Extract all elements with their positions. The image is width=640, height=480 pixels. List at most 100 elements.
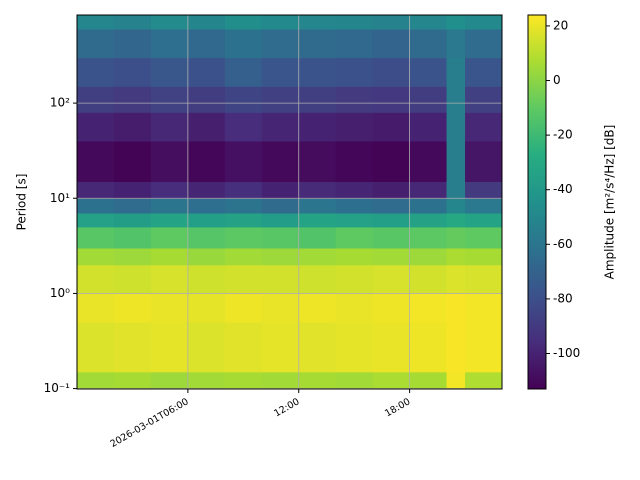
heatmap-cell [298,293,337,323]
heatmap-cell [465,293,503,323]
heatmap-cell [77,264,115,294]
heatmap-cell [335,322,374,373]
heatmap-cell [261,322,300,373]
heatmap-cell [372,264,411,294]
x-tick-label: 18:00 [383,396,412,419]
heatmap-cell [261,226,300,249]
heatmap-cell [77,371,115,390]
heatmap-cell [372,140,411,183]
heatmap-cell [465,198,503,214]
heatmap-cell [77,181,115,199]
heatmap-cell [187,140,226,183]
heatmap-cell [298,248,337,266]
heatmap-cell [224,293,263,323]
heatmap-cell [187,248,226,266]
heatmap-cell [113,322,152,373]
heatmap-cell [224,213,263,228]
heatmap-cell [261,112,300,142]
heatmap-cell [372,29,411,59]
heatmap-cell [465,371,503,390]
heatmap-cell [261,57,300,87]
colorbar-label: Amplitude [m²/s⁴/Hz] [dB] [603,125,617,280]
heatmap-cell [224,371,263,390]
heatmap-cell [224,181,263,199]
y-tick-label: 10¹ [50,191,70,205]
heatmap-cell [409,226,448,249]
heatmap-cell [372,112,411,142]
heatmap-cell [298,57,337,87]
heatmap-cell [150,86,189,113]
heatmap-cell [187,371,226,390]
heatmap-cell [77,57,115,87]
colorbar-tick-label: -20 [553,128,573,142]
heatmap-cell [446,57,466,87]
heatmap-cell [187,264,226,294]
x-tick-label: 12:00 [272,396,301,419]
heatmap-cell [409,213,448,228]
heatmap-cell [150,140,189,183]
heatmap-cell [77,198,115,214]
heatmap-cell [409,371,448,390]
heatmap-cell [113,86,152,113]
x-tick-label: 2026-03-01T06:00 [109,396,191,450]
heatmap-cell [150,371,189,390]
heatmap-cell [335,213,374,228]
heatmap-cell [372,371,411,390]
heatmap-cell [224,29,263,59]
heatmap-cell [298,226,337,249]
heatmap-cell [187,29,226,59]
heatmap-cell [372,86,411,113]
heatmap-cell [187,198,226,214]
heatmap-cell [150,293,189,323]
heatmap-cell [261,248,300,266]
heatmap-cell [372,15,411,30]
colorbar-tick-label: -40 [553,182,573,196]
heatmap-cell [446,213,466,228]
heatmap-cell [372,322,411,373]
heatmap-cell [113,57,152,87]
heatmap-cell [150,198,189,214]
heatmap-cell [409,57,448,87]
heatmap-cell [261,371,300,390]
heatmap-cell [77,213,115,228]
heatmap-cell [409,293,448,323]
heatmap-cell [298,213,337,228]
heatmap-cell [446,371,466,390]
heatmap-cell [335,264,374,294]
heatmap-cell [261,15,300,30]
heatmap-cell [446,198,466,214]
heatmap-cell [446,15,466,30]
heatmap-cell [409,140,448,183]
heatmap-cell [150,57,189,87]
heatmap-cell [150,322,189,373]
heatmap-cell [446,112,466,142]
heatmap-cell [409,181,448,199]
heatmap-cell [298,15,337,30]
heatmap-cell [224,15,263,30]
heatmap-cell [261,293,300,323]
heatmap-cell [372,226,411,249]
heatmap-cell [465,322,503,373]
heatmap-cell [335,15,374,30]
heatmap-cell [224,264,263,294]
heatmap-cell [335,29,374,59]
heatmap-cell [335,140,374,183]
heatmap-cell [77,293,115,323]
colorbar-tick-label: -100 [553,346,580,360]
heatmap-cell [261,86,300,113]
heatmap-cell [372,293,411,323]
heatmap-cell [113,293,152,323]
heatmap-cell [465,29,503,59]
heatmap-cell [113,371,152,390]
heatmap-cell [465,15,503,30]
heatmap-cell [465,57,503,87]
heatmap-cell [187,226,226,249]
heatmap-cell [187,112,226,142]
heatmap-cell [187,15,226,30]
heatmap-cell [465,248,503,266]
heatmap-cell [446,264,466,294]
heatmap-cell [465,226,503,249]
heatmap-cell [335,112,374,142]
heatmap-cell [261,181,300,199]
heatmap-cell [113,112,152,142]
